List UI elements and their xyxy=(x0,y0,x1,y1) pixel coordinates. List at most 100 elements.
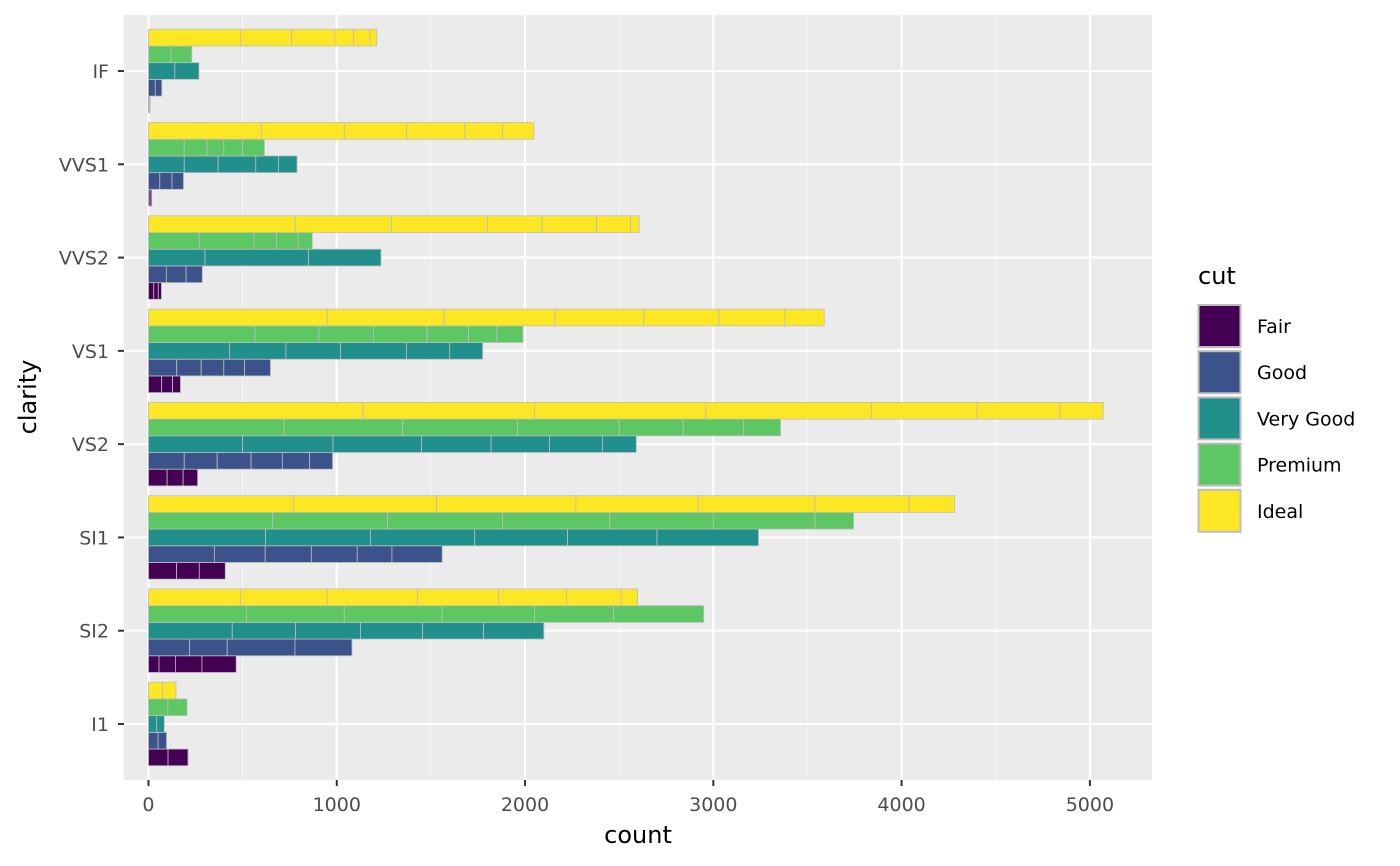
bar-premium-si2 xyxy=(343,605,443,623)
bar-ideal-si2 xyxy=(326,588,419,607)
y-tick-label: IF xyxy=(92,61,109,83)
bar-ideal-si1 xyxy=(697,495,816,513)
bar-ideal-si2 xyxy=(417,588,500,607)
y-tick-label: VVS1 xyxy=(59,154,109,176)
bar-good-vs2 xyxy=(148,452,185,470)
bar-premium-si1 xyxy=(712,511,816,530)
bar-ideal-si2 xyxy=(620,588,639,607)
bar-very-good-si1 xyxy=(265,528,371,547)
bar-very-good-vs2 xyxy=(490,435,550,453)
x-tick-label: 5000 xyxy=(1066,794,1114,816)
bar-premium-si1 xyxy=(387,511,503,530)
x-tick-label: 4000 xyxy=(877,794,925,816)
bar-fair-vs2 xyxy=(166,468,184,487)
legend-key-premium xyxy=(1197,442,1242,487)
bar-ideal-vs1 xyxy=(718,308,786,327)
bar-fair-i1 xyxy=(148,748,169,767)
bar-ideal-vs2 xyxy=(148,401,364,420)
bar-very-good-si2 xyxy=(483,621,545,640)
bar-good-vs1 xyxy=(200,358,225,377)
bar-good-vs2 xyxy=(250,452,283,470)
bar-ideal-si1 xyxy=(575,495,699,513)
bar-fair-si1 xyxy=(198,562,226,580)
bar-very-good-si2 xyxy=(422,621,485,640)
bar-premium-si1 xyxy=(148,511,274,530)
bar-good-vs2 xyxy=(183,452,218,470)
bar-ideal-i1 xyxy=(148,681,163,700)
bar-good-vs1 xyxy=(223,358,245,377)
bar-very-good-si2 xyxy=(295,621,361,640)
bar-very-good-vs2 xyxy=(332,435,422,453)
bar-ideal-vvs2 xyxy=(390,215,488,233)
bar-ideal-si2 xyxy=(566,588,622,607)
bar-good-i1 xyxy=(157,731,167,750)
y-axis: I1 SI2 SI1 VS2 VS1 VVS2 VVS1 IF xyxy=(59,61,124,736)
bar-premium-vs1 xyxy=(148,325,256,343)
bar-fair-vvs1 xyxy=(149,188,153,207)
bar-very-good-si1 xyxy=(370,528,476,547)
bar-ideal-si1 xyxy=(293,495,437,513)
bar-very-good-si2 xyxy=(360,621,424,640)
x-tick-label: 2000 xyxy=(501,794,549,816)
bar-fair-si2 xyxy=(174,655,203,673)
bar-very-good-vs2 xyxy=(242,435,334,453)
legend-key-fair xyxy=(1197,304,1242,348)
y-tick-label: SI2 xyxy=(79,621,109,643)
y-axis-title: clarity xyxy=(14,360,42,435)
bar-very-good-vvs1 xyxy=(183,155,219,174)
bar-ideal-vvs1 xyxy=(464,122,503,140)
bar-very-good-vs1 xyxy=(229,342,287,360)
bar-ideal-if xyxy=(291,28,336,47)
bar-fair-vs1 xyxy=(161,375,173,394)
bar-ideal-vvs2 xyxy=(541,215,597,233)
bar-premium-si2 xyxy=(245,605,345,623)
bar-ideal-si1 xyxy=(148,495,294,513)
bar-fair-vs2 xyxy=(148,468,168,487)
bar-good-vvs2 xyxy=(185,265,203,284)
bar-premium-vvs1 xyxy=(148,138,185,157)
bar-very-good-vvs1 xyxy=(217,155,257,174)
bar-good-vs1 xyxy=(176,358,202,377)
bar-ideal-vs2 xyxy=(362,401,535,420)
bar-ideal-if xyxy=(369,28,378,47)
bar-premium-vs1 xyxy=(496,325,524,343)
y-tick-label: VS2 xyxy=(72,434,109,456)
bar-ideal-vs1 xyxy=(554,308,645,327)
bar-premium-vvs1 xyxy=(223,138,244,157)
bar-good-si1 xyxy=(356,545,393,563)
bar-premium-vs1 xyxy=(426,325,469,343)
bar-good-si1 xyxy=(391,545,443,563)
bar-ideal-i1 xyxy=(162,681,177,700)
bar-ideal-vvs2 xyxy=(630,215,640,233)
bar-good-vs2 xyxy=(216,452,252,470)
bar-good-si2 xyxy=(189,638,228,657)
x-tick-label: 0 xyxy=(142,794,154,816)
bar-ideal-vvs2 xyxy=(486,215,543,233)
bar-good-vs1 xyxy=(244,358,271,377)
x-axis-title: count xyxy=(604,821,672,849)
bar-ideal-vvs1 xyxy=(261,122,345,140)
legend-label-premium: Premium xyxy=(1257,455,1342,477)
bar-ideal-if xyxy=(148,28,242,47)
bar-ideal-vvs2 xyxy=(596,215,631,233)
bar-good-vvs1 xyxy=(159,172,173,190)
bar-ideal-vvs2 xyxy=(148,215,296,233)
bar-very-good-vs2 xyxy=(421,435,492,453)
bar-premium-vvs2 xyxy=(198,232,255,250)
bar-good-si1 xyxy=(310,545,358,563)
bar-very-good-vs1 xyxy=(340,342,407,360)
bar-ideal-si1 xyxy=(814,495,910,513)
bar-very-good-i1 xyxy=(148,715,158,733)
bar-very-good-vvs2 xyxy=(148,248,206,267)
bar-good-vs2 xyxy=(309,452,334,470)
bar-ideal-vvs2 xyxy=(294,215,392,233)
bar-ideal-si1 xyxy=(908,495,956,513)
bar-fair-si2 xyxy=(158,655,176,673)
x-axis: 0 1000 2000 3000 4000 5000 xyxy=(142,780,1114,816)
bar-fair-vvs2 xyxy=(148,282,155,300)
bar-premium-vs2 xyxy=(148,418,285,437)
bar-good-vvs1 xyxy=(171,172,184,190)
bar-good-si2 xyxy=(294,638,353,657)
bar-premium-vs1 xyxy=(318,325,374,343)
